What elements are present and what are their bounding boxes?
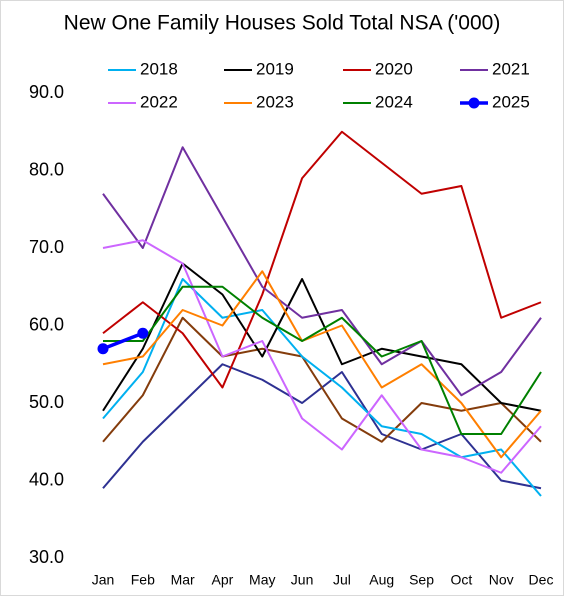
- y-tick-label: 90.0: [29, 82, 64, 102]
- x-tick-label: Jul: [333, 572, 351, 588]
- y-tick-label: 40.0: [29, 469, 64, 489]
- series-marker: [137, 327, 149, 339]
- y-tick-label: 80.0: [29, 159, 64, 179]
- x-tick-label: Jan: [92, 572, 115, 588]
- legend-label: 2020: [375, 59, 413, 78]
- y-tick-label: 50.0: [29, 392, 64, 412]
- legend-label: 2019: [256, 59, 294, 78]
- x-tick-label: Dec: [529, 572, 554, 588]
- legend-label: 2023: [256, 92, 294, 111]
- x-tick-label: Mar: [171, 572, 195, 588]
- series-line: [102, 331, 144, 351]
- y-tick-label: 60.0: [29, 314, 64, 334]
- chart-title: New One Family Houses Sold Total NSA ('0…: [64, 12, 501, 35]
- x-tick-label: May: [249, 572, 275, 588]
- series-line: [103, 285, 542, 435]
- y-tick-label: 30.0: [29, 547, 64, 567]
- series-line: [102, 239, 542, 474]
- series-line: [102, 130, 542, 389]
- x-tick-label: Aug: [369, 572, 394, 588]
- series-line: [102, 316, 542, 443]
- x-tick-label: Sep: [409, 572, 434, 588]
- x-tick-label: Nov: [489, 572, 514, 588]
- x-tick-label: Jun: [291, 572, 314, 588]
- y-tick-label: 70.0: [29, 237, 64, 257]
- x-tick-label: Apr: [212, 572, 234, 588]
- legend-label: 2018: [140, 59, 178, 78]
- x-tick-label: Feb: [131, 572, 155, 588]
- legend-label: 2025: [492, 92, 530, 111]
- legend-label: 2021: [492, 59, 530, 78]
- legend-label: 2024: [375, 92, 413, 111]
- series-line: [102, 146, 542, 397]
- series-line: [102, 262, 542, 412]
- x-tick-label: Oct: [450, 572, 472, 588]
- legend-label: 2022: [140, 92, 178, 111]
- series-marker: [97, 343, 109, 355]
- legend-marker: [468, 97, 480, 109]
- series-line: [102, 270, 542, 459]
